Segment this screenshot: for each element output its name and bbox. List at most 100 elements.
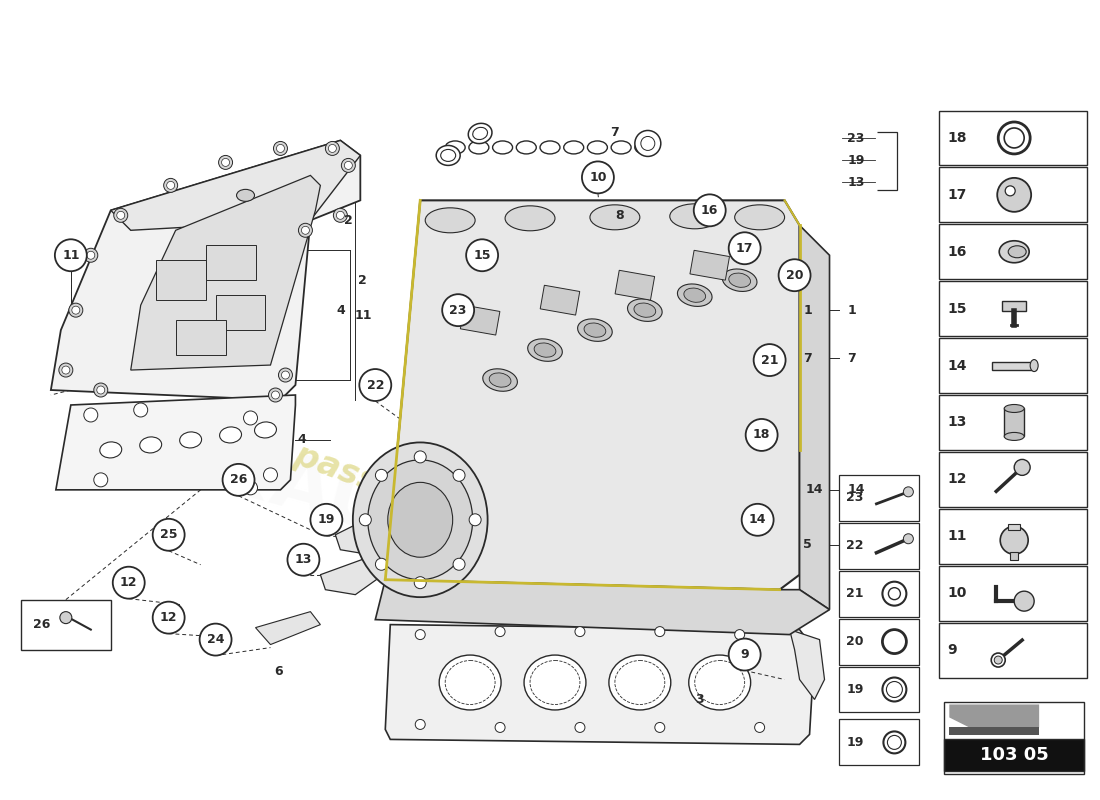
Ellipse shape [563, 141, 584, 154]
Polygon shape [385, 625, 814, 745]
Text: 25: 25 [160, 528, 177, 542]
Circle shape [287, 544, 319, 576]
Circle shape [415, 719, 426, 730]
Ellipse shape [469, 141, 488, 154]
Ellipse shape [627, 299, 662, 322]
Ellipse shape [367, 460, 473, 580]
Bar [839, 719, 920, 766]
Circle shape [272, 391, 279, 399]
Text: 12: 12 [947, 472, 967, 486]
Ellipse shape [535, 343, 556, 358]
Circle shape [998, 178, 1031, 212]
Bar [939, 167, 1087, 222]
Text: 19: 19 [318, 514, 336, 526]
Bar [939, 338, 1087, 393]
Circle shape [1000, 526, 1028, 554]
Bar [206, 246, 255, 280]
Circle shape [375, 470, 387, 482]
Circle shape [453, 470, 465, 482]
Ellipse shape [1031, 359, 1038, 371]
Text: 3: 3 [695, 693, 704, 706]
Ellipse shape [140, 437, 162, 453]
Circle shape [72, 306, 80, 314]
Ellipse shape [469, 123, 492, 143]
Circle shape [728, 638, 760, 670]
Ellipse shape [540, 141, 560, 154]
Circle shape [889, 588, 901, 600]
Circle shape [991, 653, 1005, 667]
Text: GL&AUTO: GL&AUTO [91, 401, 509, 579]
Circle shape [469, 514, 481, 526]
Text: 26: 26 [230, 474, 248, 486]
Bar [176, 320, 226, 355]
Circle shape [113, 208, 128, 222]
Circle shape [84, 248, 98, 262]
Ellipse shape [100, 442, 122, 458]
Ellipse shape [493, 141, 513, 154]
Text: 12: 12 [160, 611, 177, 624]
Text: 18: 18 [752, 429, 770, 442]
Polygon shape [800, 226, 829, 610]
Ellipse shape [439, 655, 502, 710]
Circle shape [84, 408, 98, 422]
Ellipse shape [1004, 405, 1024, 413]
Ellipse shape [723, 269, 757, 291]
Ellipse shape [516, 141, 537, 154]
Bar [690, 250, 729, 280]
Ellipse shape [729, 273, 750, 287]
Text: 5: 5 [803, 538, 812, 551]
Circle shape [55, 239, 87, 271]
Circle shape [654, 626, 664, 637]
Text: 10: 10 [590, 171, 607, 184]
Bar [156, 260, 206, 300]
Text: 1: 1 [803, 304, 812, 317]
Circle shape [94, 473, 108, 487]
Circle shape [994, 656, 1002, 664]
Ellipse shape [528, 339, 562, 362]
Ellipse shape [220, 427, 242, 443]
Text: 19: 19 [847, 736, 864, 749]
Circle shape [167, 182, 175, 190]
Bar [540, 286, 580, 315]
Polygon shape [385, 200, 800, 590]
Circle shape [415, 577, 426, 589]
Text: 8: 8 [616, 209, 624, 222]
Ellipse shape [446, 141, 465, 154]
Ellipse shape [490, 373, 512, 387]
Circle shape [360, 514, 372, 526]
Polygon shape [790, 630, 825, 699]
Bar [839, 666, 920, 713]
Circle shape [375, 558, 387, 570]
Circle shape [59, 612, 72, 624]
Bar [1002, 301, 1026, 310]
Circle shape [97, 386, 104, 394]
Circle shape [1005, 186, 1015, 196]
Polygon shape [51, 141, 361, 400]
Text: 23: 23 [847, 491, 864, 504]
Circle shape [755, 722, 764, 733]
Circle shape [754, 344, 785, 376]
Text: 22: 22 [847, 539, 864, 552]
Ellipse shape [684, 288, 705, 302]
Ellipse shape [678, 284, 712, 306]
Ellipse shape [254, 422, 276, 438]
Circle shape [117, 211, 124, 219]
Circle shape [199, 624, 232, 655]
Circle shape [274, 142, 287, 155]
Polygon shape [320, 554, 390, 594]
Bar [939, 224, 1087, 279]
Ellipse shape [388, 482, 453, 558]
Ellipse shape [473, 127, 487, 139]
Circle shape [582, 162, 614, 194]
Text: 14: 14 [806, 483, 823, 496]
Circle shape [219, 155, 232, 170]
Text: 17: 17 [736, 242, 754, 254]
Text: 11: 11 [354, 309, 372, 322]
Text: 7: 7 [847, 351, 856, 365]
Circle shape [735, 630, 745, 639]
Polygon shape [375, 580, 829, 634]
Ellipse shape [483, 369, 517, 391]
Bar [460, 306, 499, 335]
Ellipse shape [612, 141, 631, 154]
Circle shape [222, 464, 254, 496]
